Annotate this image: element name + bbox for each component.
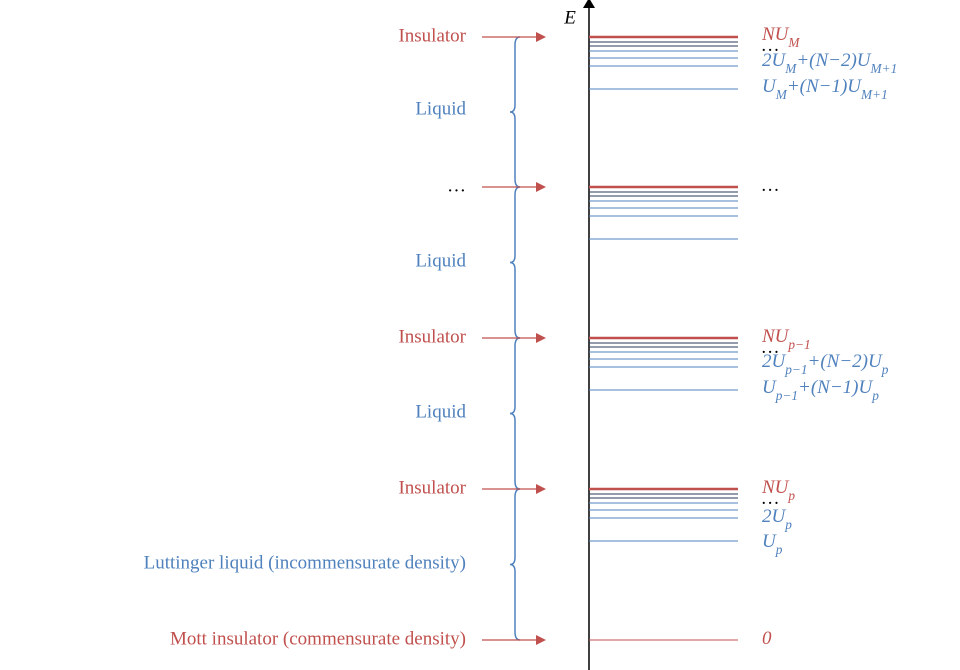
axis-label: E [563,7,576,28]
subscript: M+1 [860,87,888,102]
arrow-head [536,32,546,42]
right-label: … [762,337,779,358]
subscript: M [784,61,797,76]
left-label: … [447,175,466,196]
subscript: M [775,87,788,102]
subscript: p−1 [784,362,807,377]
label-run: NU [761,326,790,347]
label-run: … [762,35,779,56]
arrow-head [536,333,546,343]
axis-arrow [583,0,595,8]
right-label: … [762,175,779,196]
label-run: +(N−1)U [798,377,873,398]
left-label: Insulator [398,326,466,347]
subscript: p [784,517,792,532]
left-label: Liquid [415,98,466,119]
right-label: 2UM+(N−2)UM+1 [762,50,897,75]
right-label: NUp [761,477,795,502]
right-label: Up−1+(N−1)Up [762,377,879,402]
right-label: UM+(N−1)UM+1 [762,76,888,101]
right-label: Up [762,531,783,556]
left-label: Luttinger liquid (incommensurate density… [144,552,466,573]
label-run: +(N−1)U [787,76,862,97]
brace [509,186,521,339]
right-label: NUp−1 [761,326,811,351]
right-label: … [762,488,779,509]
arrow-head [536,484,546,494]
label-run: U [762,377,777,398]
left-label: Insulator [398,477,466,498]
right-label: … [762,35,779,56]
label-run: 2U [762,50,787,71]
label-run: +(N−2)U [796,50,871,71]
left-label: Liquid [415,401,466,422]
brace [509,488,521,641]
label-run: … [762,488,779,509]
label-run: NU [761,477,790,498]
subscript: p [787,488,795,503]
subscript: M+1 [870,61,898,76]
subscript: p [871,388,879,403]
brace [509,36,521,188]
subscript: p [881,362,889,377]
left-label: Insulator [398,25,466,46]
right-label: 2Up [762,506,792,531]
arrow-head [536,635,546,645]
subscript: M [787,35,800,50]
label-run: 2U [762,351,787,372]
right-label: 0 [762,628,772,649]
label-run: … [762,337,779,358]
label-run: U [762,76,777,97]
label-run: 2U [762,506,787,527]
label-run: U [762,531,777,552]
subscript: p−1 [775,388,798,403]
label-run: NU [761,24,790,45]
subscript: p [775,542,783,557]
label-run: 0 [762,628,772,649]
right-label: NUM [761,24,800,49]
label-run: +(N−2)U [808,351,883,372]
left-label: Mott insulator (commensurate density) [170,628,466,649]
brace [509,337,521,490]
arrow-head [536,182,546,192]
right-label: 2Up−1+(N−2)Up [762,351,889,376]
label-run: … [762,175,779,196]
left-label: Liquid [415,250,466,271]
subscript: p−1 [787,337,810,352]
